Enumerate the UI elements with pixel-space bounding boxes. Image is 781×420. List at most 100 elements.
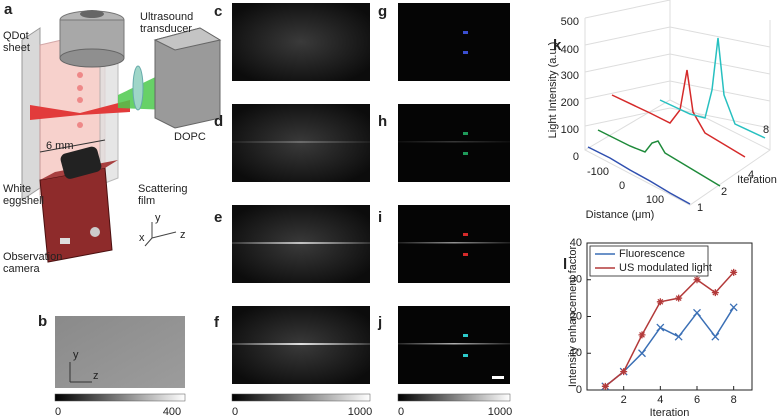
marker-dot [463,51,468,54]
label: Observation [3,251,62,263]
x-tick-label: 4 [657,394,663,406]
point [729,303,738,312]
axis-label: Iteration [737,174,777,186]
marker-dot [463,354,468,357]
glow-line [398,242,510,244]
panel-label: e [214,209,222,226]
x-tick-label: 8 [731,394,737,406]
series-line [604,306,735,387]
y-tick-label: 0 [576,384,582,396]
y-tick-label: 0 [573,151,579,163]
colorbar-tick: 0 [232,406,238,418]
marker-dot [463,132,468,135]
label: camera [3,263,41,275]
colorbar [231,393,371,402]
y-tick-label: 100 [561,124,579,136]
point [620,368,628,376]
y-tick-label: 20 [570,310,582,322]
y-tick-label: 30 [570,274,582,286]
legend-label: US modulated light [619,262,712,274]
point [638,331,646,339]
x-tick-label: 2 [621,394,627,406]
label: QDot [3,30,29,42]
3d-curves [587,37,766,205]
label: z [93,370,99,382]
label: x [139,232,145,244]
label: y [155,212,161,224]
point [730,268,738,276]
y-tick-label: 400 [561,44,579,56]
label: z [180,229,186,241]
label: DOPC [174,131,206,143]
y-tick-label: 200 [561,97,579,109]
plot-frame [586,242,753,391]
y-tick-label: 500 [561,16,579,28]
3d-frame [584,0,771,206]
point [675,294,683,302]
point [656,298,664,306]
x-tick-label: 6 [694,394,700,406]
point [656,323,665,332]
y-tick-label: 10 [570,347,582,359]
label: Ultrasound [140,11,193,23]
image [398,104,510,182]
axes-icon [69,362,92,383]
x-tick-label: 100 [646,194,664,206]
colorbar [397,393,511,402]
scale-bar [492,376,504,379]
point [638,349,646,358]
marker-dot [463,233,468,236]
colorbar-tick: 400 [163,406,181,418]
point [711,289,719,297]
panel-label: f [214,314,220,331]
legend-box [589,245,709,277]
glow-line [232,343,370,345]
x-tick-label: -100 [587,166,609,178]
panel-label: h [378,113,387,130]
legend-label: Fluorescence [619,248,685,260]
marker-dot [463,152,468,155]
axis-label: Intensity enhancement factor [567,246,579,388]
y-tick-label: 300 [561,70,579,82]
colorbar-tick: 1000 [348,406,372,418]
point [693,276,701,284]
image [398,205,510,283]
glow-line [232,141,370,143]
marker-dot [463,334,468,337]
label: y [73,349,79,361]
series-line [604,271,735,387]
panel-label: k [553,37,562,54]
marker-dot [463,31,468,34]
point [711,332,720,341]
z-tick-label: 1 [697,202,703,214]
panel-label: l [563,256,567,273]
label: Scattering [138,183,188,195]
colorbar-tick: 1000 [488,406,512,418]
image-b [55,316,185,388]
z-tick-label: 8 [763,124,769,136]
glow-line [232,242,370,244]
y-tick-label: 40 [570,237,582,249]
axis-label: Iteration [650,407,690,419]
colorbar [54,393,186,402]
label: eggshell [3,195,44,207]
label: transducer [140,23,192,35]
z-tick-label: 4 [748,169,754,181]
point [693,308,701,317]
image [232,3,370,81]
glow-line [398,141,510,143]
image [398,306,510,384]
panel-label: i [378,209,382,226]
panel-label: g [378,3,387,20]
image [398,3,510,81]
z-tick-label: 2 [721,186,727,198]
panel-label: b [38,313,47,330]
axis-label: Light Intensity (a.u.) [547,42,559,139]
panel-label: j [377,314,382,331]
colorbar-tick: 0 [55,406,61,418]
label: film [138,195,155,207]
label: White [3,183,31,195]
colorbar-tick: 0 [398,406,404,418]
panel-label: d [214,113,223,130]
